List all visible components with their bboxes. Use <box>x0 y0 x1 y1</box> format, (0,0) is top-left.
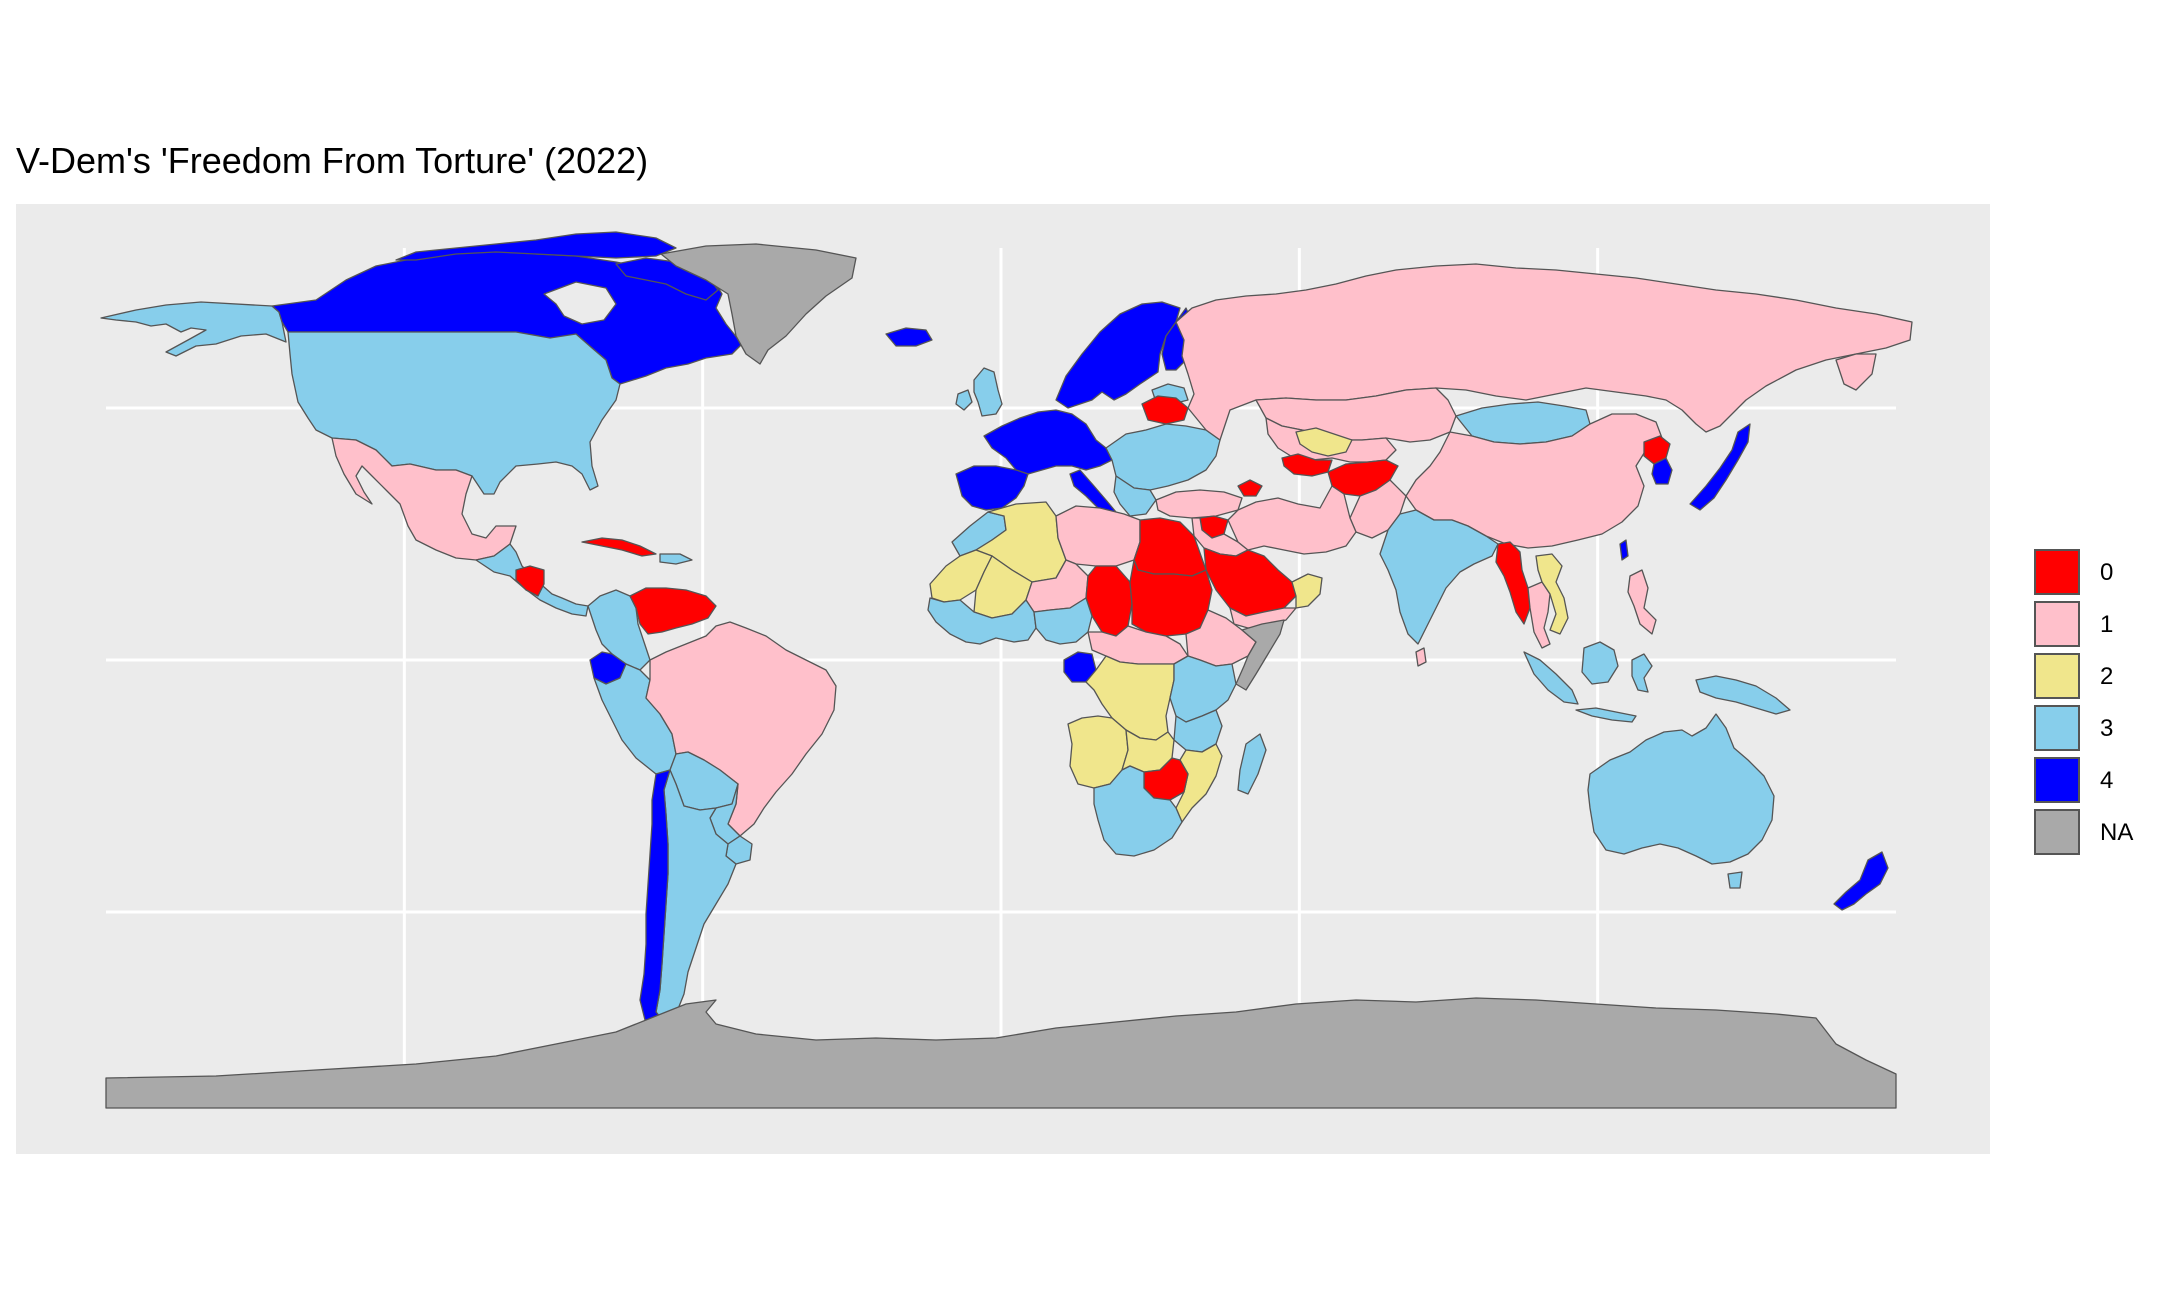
region-hispaniola <box>659 553 693 565</box>
legend-swatch <box>2034 757 2080 803</box>
region-libya <box>1055 505 1141 567</box>
legend-swatch <box>2034 601 2080 647</box>
region-balkans <box>1113 475 1157 517</box>
region-saudi-arabia <box>1203 547 1297 617</box>
region-somalia <box>1235 619 1285 691</box>
region-oman <box>1291 573 1323 609</box>
region-india <box>1379 509 1499 645</box>
legend-swatch <box>2034 705 2080 751</box>
region-canada-hudson <box>543 281 617 325</box>
region-east-africa <box>1169 655 1237 723</box>
legend: 0 1 2 3 4 NA <box>2034 548 2154 860</box>
region-southern-africa <box>1093 765 1183 857</box>
region-taiwan <box>1619 539 1629 561</box>
map-panel <box>16 204 1990 1154</box>
region-new-guinea <box>1695 675 1791 715</box>
region-tanzania <box>1173 709 1223 753</box>
legend-label: NA <box>2100 819 2134 846</box>
region-borneo <box>1581 641 1619 685</box>
legend-item: 0 <box>2034 548 2154 600</box>
region-myanmar <box>1495 541 1531 625</box>
legend-label: 0 <box>2100 559 2114 586</box>
region-canada-baffin <box>615 257 719 301</box>
region-cuba <box>581 537 657 557</box>
legend-item: 2 <box>2034 652 2154 704</box>
region-ireland <box>955 389 973 411</box>
region-tasmania <box>1727 871 1743 889</box>
region-canada-arctic <box>395 231 677 261</box>
legend-swatch <box>2034 653 2080 699</box>
country-layer <box>100 231 1913 1109</box>
region-chad <box>1085 565 1133 637</box>
region-turkey <box>1155 489 1243 519</box>
region-vietnam <box>1535 553 1569 635</box>
region-belarus <box>1141 395 1189 425</box>
region-yemen <box>1229 607 1297 629</box>
region-philippines <box>1627 569 1657 635</box>
region-iran <box>1227 485 1357 555</box>
region-western-europe <box>983 409 1113 475</box>
legend-label: 4 <box>2100 767 2114 794</box>
legend-item: 1 <box>2034 600 2154 652</box>
region-south-korea <box>1651 457 1673 485</box>
legend-label: 1 <box>2100 611 2114 638</box>
region-scandinavia <box>1055 301 1181 409</box>
legend-item: 4 <box>2034 756 2154 808</box>
region-new-zealand <box>1833 851 1889 911</box>
region-kamchatka <box>1835 353 1877 391</box>
region-thailand <box>1527 581 1551 649</box>
region-sulawesi <box>1631 653 1653 693</box>
legend-swatch <box>2034 809 2080 855</box>
world-map <box>100 231 1913 1109</box>
legend-swatch <box>2034 549 2080 595</box>
region-uk <box>973 367 1003 417</box>
region-greenland <box>660 243 857 365</box>
region-sri-lanka <box>1415 647 1427 667</box>
region-alaska <box>100 301 287 357</box>
legend-label: 2 <box>2100 663 2114 690</box>
region-madagascar <box>1237 733 1267 795</box>
chart-title: V-Dem's 'Freedom From Torture' (2022) <box>16 140 649 181</box>
region-java <box>1575 707 1637 723</box>
region-iceland <box>885 327 933 347</box>
region-venezuela <box>629 587 717 635</box>
region-antarctica <box>105 997 1897 1109</box>
region-nicaragua <box>515 565 545 597</box>
region-australia <box>1587 713 1775 865</box>
region-uzbekistan <box>1295 427 1353 457</box>
region-japan <box>1689 423 1751 511</box>
region-indonesia <box>1523 651 1579 705</box>
region-west-africa <box>927 597 1037 645</box>
region-iberia <box>955 465 1029 511</box>
region-caucasus <box>1237 479 1263 497</box>
region-drc <box>1085 655 1175 741</box>
region-colombia <box>587 589 651 671</box>
legend-item: NA <box>2034 808 2154 860</box>
legend-label: 3 <box>2100 715 2114 742</box>
legend-item: 3 <box>2034 704 2154 756</box>
